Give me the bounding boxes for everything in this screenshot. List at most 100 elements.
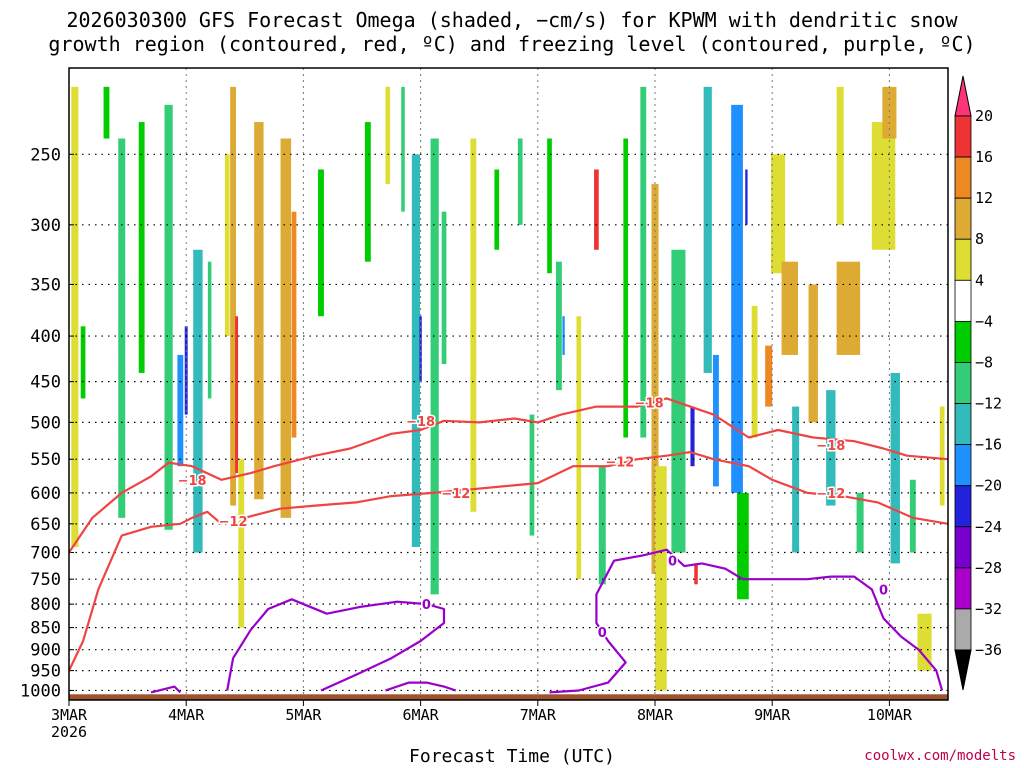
y-tick-label: 700 (30, 544, 61, 564)
omega-cell (318, 169, 324, 317)
y-tick-label: 600 (30, 484, 61, 504)
omega-cell (470, 138, 477, 512)
contour-freezing-level-line (549, 548, 944, 694)
y-tick-label: 300 (30, 216, 61, 236)
omega-cell (836, 261, 861, 355)
contour-minus12-line (68, 510, 223, 672)
y-tick-label: 450 (30, 373, 61, 393)
omega-cell (751, 305, 758, 438)
omega-cell (939, 406, 945, 506)
colorbar-bin (954, 444, 972, 487)
omega-cell (890, 372, 900, 564)
contour-freezing-level-line (385, 681, 457, 692)
y-tick-label: 350 (30, 275, 61, 295)
omega-cell (280, 138, 292, 518)
omega-cell (856, 492, 864, 553)
x-tick-label: 10MAR (867, 706, 913, 724)
colorbar-bin (954, 485, 972, 528)
contour-minus18-label: −18 (635, 397, 664, 412)
contour-minus12-label: −12 (605, 455, 634, 470)
omega-cell (177, 354, 184, 467)
y-tick-label: 250 (30, 145, 61, 165)
colorbar-label: 12 (975, 189, 993, 207)
x-tick-label: 6MAR (403, 706, 440, 724)
omega-cell (909, 479, 916, 553)
chart-title-line-2: growth region (contoured, red, ºC) and f… (48, 32, 976, 56)
omega-cell (164, 104, 173, 530)
contour-minus18-label: −18 (178, 474, 207, 489)
omega-cell (529, 414, 535, 536)
omega-cell (419, 316, 422, 382)
omega-cell (671, 249, 686, 553)
contour-minus12-label: −12 (219, 515, 248, 530)
colorbar-label: −8 (975, 353, 993, 371)
y-tick-label: 850 (30, 619, 61, 639)
omega-cell (771, 154, 786, 274)
credit-link[interactable]: coolwx.com/modelts (864, 748, 1016, 764)
colorbar-label: −16 (975, 436, 1002, 454)
colorbar-label: 16 (975, 148, 993, 166)
x-axis-label: Forecast Time (UTC) (409, 746, 615, 767)
plot-frame (68, 67, 949, 701)
omega-cell (517, 138, 523, 225)
omega-cell (385, 86, 391, 185)
contour-minus12-label: −12 (816, 487, 845, 502)
contour-freezing-level-label: 0 (422, 598, 431, 613)
omega-cell (411, 154, 421, 547)
contour-freezing-level-label: 0 (598, 626, 607, 641)
omega-cell (118, 138, 126, 518)
colorbar-label: −12 (975, 395, 1002, 413)
colorbar-bin (954, 608, 972, 651)
contour-freezing-level-line (150, 685, 182, 694)
x-tick-label: 3MAR (51, 706, 88, 724)
colorbar-label: 4 (975, 271, 984, 289)
omega-cell (651, 184, 659, 574)
omega-cell (184, 326, 188, 415)
colorbar-bin (954, 279, 972, 322)
colorbar-bin (954, 362, 972, 404)
omega-cell (547, 138, 552, 274)
omega-cell (291, 211, 297, 438)
omega-cell (694, 563, 698, 585)
x-tick-sublabel: 2026 (51, 723, 87, 741)
omega-cell (235, 316, 239, 474)
omega-cell (871, 122, 896, 250)
contour-minus18-line (68, 397, 949, 554)
omega-cell (703, 86, 712, 373)
x-tick-label: 7MAR (520, 706, 557, 724)
omega-cell (765, 345, 773, 407)
ground-band (69, 694, 948, 700)
omega-cell (836, 86, 844, 225)
omega-cell (555, 261, 562, 391)
colorbar-label: −20 (975, 477, 1002, 495)
colorbar-label: −24 (975, 518, 1002, 536)
colorbar-label: 20 (975, 107, 993, 125)
chart-title-line-1: 2026030300 GFS Forecast Omega (shaded, −… (66, 8, 958, 32)
omega-cell (690, 406, 695, 467)
omega-cell (138, 122, 145, 373)
y-tick-label: 550 (30, 450, 61, 470)
x-tick-label: 5MAR (285, 706, 322, 724)
contour-minus18-label: −18 (816, 439, 845, 454)
plot-area (69, 68, 948, 700)
omega-cell (207, 261, 212, 399)
colorbar-bin (954, 238, 972, 281)
omega-cell (576, 316, 582, 580)
colorbar-label: −28 (975, 559, 1002, 577)
contour-freezing-level-label: 0 (879, 583, 888, 598)
y-tick-label: 500 (30, 413, 61, 433)
omega-cell (441, 211, 447, 365)
y-tick-label: 750 (30, 570, 61, 590)
omega-cell (808, 284, 818, 423)
omega-cell (193, 249, 203, 553)
omega-cell (364, 122, 371, 262)
colorbar-bin (954, 197, 972, 240)
contour-minus12-label: −12 (441, 487, 470, 502)
omega-cell (655, 466, 667, 691)
omega-cell (401, 86, 405, 212)
omega-cell (430, 138, 439, 595)
colorbar-top-arrow (954, 75, 972, 117)
contour-minus18-label: −18 (406, 415, 435, 430)
contour-freezing-level-line (226, 598, 446, 692)
